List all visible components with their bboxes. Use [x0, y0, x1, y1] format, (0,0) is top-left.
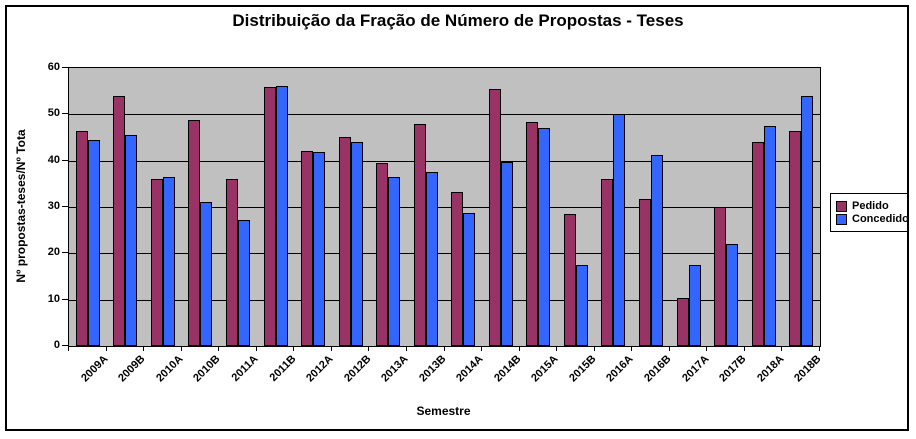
bar-pedido-2012B	[338, 137, 351, 346]
x-axis-title: Semestre	[416, 404, 471, 418]
bar-pedido-2018A	[751, 142, 764, 346]
bar-concedido-2016B	[651, 155, 664, 346]
bar-pedido-2013B	[413, 124, 426, 346]
bar-pedido-2011B	[263, 87, 276, 346]
bar-pedido-2011A	[225, 179, 238, 346]
bar-pedido-2015B	[563, 214, 576, 346]
bar-concedido-2015B	[575, 265, 588, 346]
bar-concedido-2014B	[500, 162, 513, 346]
x-tick-mark-10	[443, 346, 445, 351]
bar-pedido-2015A	[526, 122, 539, 346]
bar-concedido-2009B	[125, 135, 138, 346]
bar-concedido-2013B	[425, 172, 438, 346]
bar-concedido-2011B	[275, 86, 288, 346]
bar-pedido-2014B	[488, 89, 501, 346]
bar-pedido-2010B	[188, 120, 201, 346]
chart-title: Distribuição da Fração de Número de Prop…	[232, 11, 684, 30]
bar-concedido-2014A	[463, 213, 476, 346]
y-tick-label-20: 20	[47, 246, 60, 259]
x-tick-mark-12	[518, 346, 520, 351]
bar-pedido-2009A	[75, 131, 88, 346]
x-tick-mark-17	[706, 346, 708, 351]
pedido-swatch-icon	[836, 200, 847, 212]
legend-item-concedido: Concedido	[836, 213, 909, 225]
x-tick-mark-9	[405, 346, 407, 351]
bar-pedido-2016B	[639, 199, 652, 346]
y-tick-label-40: 40	[47, 153, 60, 166]
y-tick-mark-30	[62, 206, 68, 207]
x-tick-mark-16	[668, 346, 670, 351]
bar-pedido-2017B	[714, 207, 727, 346]
y-tick-label-50: 50	[47, 107, 60, 120]
x-tick-mark-11	[481, 346, 483, 351]
y-tick-label-0: 0	[53, 339, 60, 351]
y-tick-label-60: 60	[47, 61, 60, 73]
bar-pedido-2013A	[376, 163, 389, 346]
x-tick-mark-14	[593, 346, 595, 351]
y-tick-label-10: 10	[47, 292, 60, 305]
gridline-50	[69, 114, 820, 116]
bar-pedido-2016A	[601, 179, 614, 346]
concedido-swatch-icon	[836, 213, 847, 225]
bar-concedido-2018B	[801, 96, 814, 346]
x-tick-mark-19	[781, 346, 783, 351]
bar-concedido-2017B	[726, 244, 739, 346]
y-tick-mark-60	[62, 67, 68, 68]
x-tick-mark-3	[180, 346, 182, 351]
bar-concedido-2016A	[613, 114, 626, 346]
gridline-30	[69, 207, 820, 208]
plot-area	[68, 67, 821, 347]
bar-concedido-2010A	[162, 177, 175, 346]
y-tick-mark-10	[62, 298, 68, 300]
gridline-10	[69, 299, 820, 301]
bar-concedido-2015A	[538, 128, 551, 346]
bar-pedido-2014A	[451, 192, 464, 346]
bar-concedido-2010B	[200, 202, 213, 346]
x-tick-mark-8	[368, 346, 370, 351]
x-tick-mark-15	[631, 346, 633, 351]
bar-concedido-2017A	[688, 265, 701, 346]
x-tick-mark-1	[105, 346, 107, 351]
x-tick-mark-13	[556, 346, 558, 351]
x-tick-mark-18	[743, 346, 745, 351]
y-tick-mark-20	[62, 252, 68, 254]
bar-concedido-2009A	[87, 140, 100, 346]
bar-pedido-2018B	[789, 131, 802, 346]
y-tick-mark-50	[62, 113, 68, 115]
bar-concedido-2011A	[237, 220, 250, 346]
x-category-label-2018B: 2018B	[792, 353, 824, 385]
bar-concedido-2012A	[313, 152, 326, 346]
legend-label-concedido: Concedido	[852, 213, 909, 225]
x-tick-mark-7	[330, 346, 332, 351]
x-tick-mark-2	[143, 346, 145, 351]
gridline-40	[69, 160, 820, 162]
x-tick-mark-0	[68, 346, 69, 351]
x-tick-mark-4	[218, 346, 220, 351]
bar-concedido-2018A	[763, 126, 776, 346]
x-tick-mark-5	[255, 346, 257, 351]
y-tick-label-30: 30	[47, 200, 60, 212]
y-tick-mark-40	[62, 159, 68, 161]
bar-pedido-2012A	[301, 151, 314, 346]
bar-pedido-2010A	[150, 179, 163, 346]
x-tick-mark-20	[819, 346, 820, 351]
y-tick-mark-0	[62, 345, 68, 346]
bar-concedido-2012B	[350, 142, 363, 346]
bar-pedido-2009B	[113, 96, 126, 346]
legend-label-pedido: Pedido	[852, 200, 889, 212]
legend: Pedido Concedido	[830, 193, 909, 232]
bar-concedido-2013A	[388, 177, 401, 346]
legend-item-pedido: Pedido	[836, 200, 903, 212]
gridline-20	[69, 253, 820, 255]
bar-pedido-2017A	[676, 298, 689, 346]
x-tick-mark-6	[293, 346, 295, 351]
